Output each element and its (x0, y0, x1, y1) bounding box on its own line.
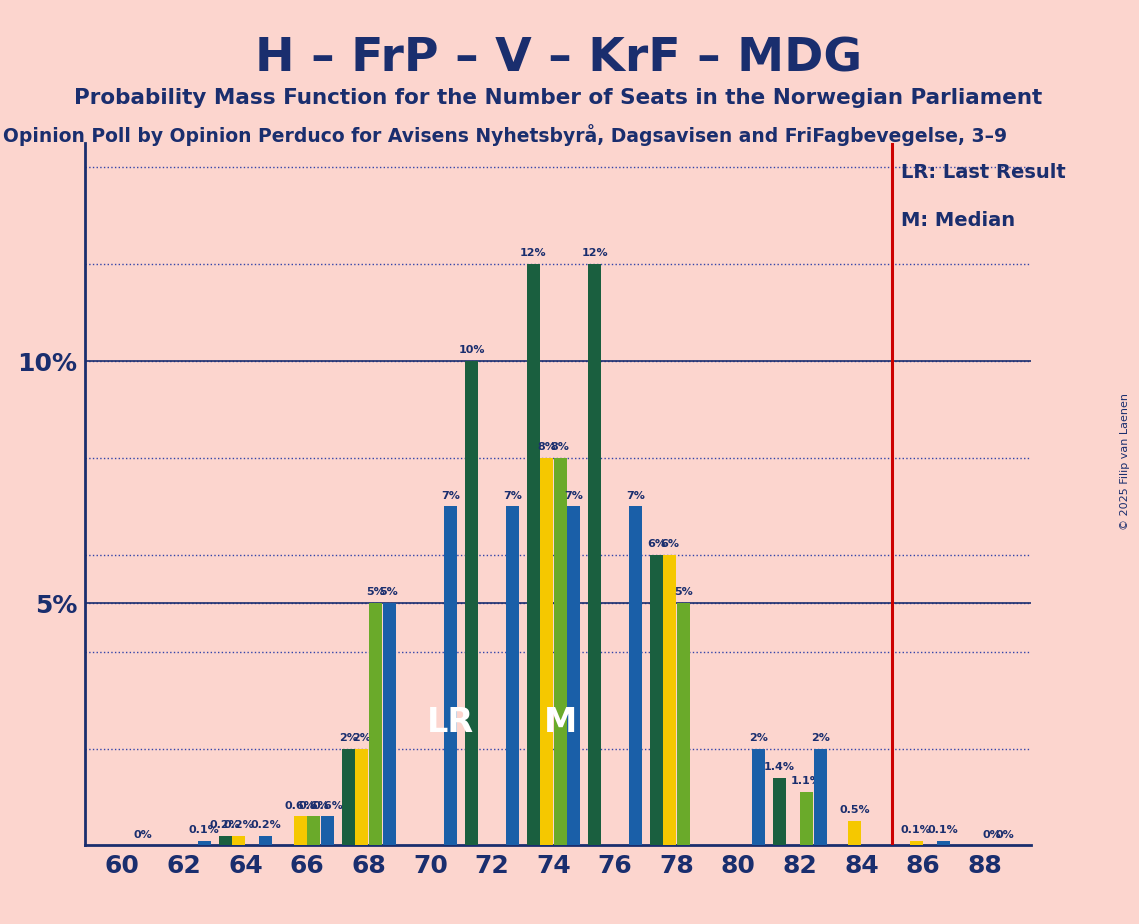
Bar (588, 264, 601, 845)
Text: 0.6%: 0.6% (298, 800, 329, 810)
Text: © 2025 Filip van Laenen: © 2025 Filip van Laenen (1121, 394, 1130, 530)
Text: 2%: 2% (339, 733, 358, 743)
Bar (219, 836, 231, 845)
Bar (937, 841, 950, 845)
Text: 7%: 7% (502, 491, 522, 501)
Text: 0.2%: 0.2% (251, 820, 281, 830)
Text: 0.6%: 0.6% (312, 800, 343, 810)
Text: M: Median: M: Median (901, 211, 1016, 230)
Bar (369, 603, 382, 845)
Bar (773, 778, 786, 845)
Text: 2%: 2% (352, 733, 371, 743)
Text: 12%: 12% (519, 249, 547, 259)
Text: 2%: 2% (811, 733, 829, 743)
Bar (910, 841, 923, 845)
Bar (540, 458, 554, 845)
Text: 0%: 0% (982, 830, 1001, 840)
Bar (526, 264, 540, 845)
Text: Probability Mass Function for the Number of Seats in the Norwegian Parliament: Probability Mass Function for the Number… (74, 88, 1042, 108)
Bar (650, 555, 663, 845)
Text: 2%: 2% (749, 733, 768, 743)
Bar (383, 603, 395, 845)
Text: 6%: 6% (647, 539, 666, 549)
Bar (260, 836, 272, 845)
Text: 0.1%: 0.1% (928, 825, 959, 834)
Text: 7%: 7% (565, 491, 583, 501)
Bar (506, 506, 518, 845)
Text: 5%: 5% (674, 588, 693, 598)
Bar (444, 506, 457, 845)
Text: 0%: 0% (995, 830, 1015, 840)
Bar (308, 817, 320, 845)
Bar (355, 748, 368, 845)
Bar (849, 821, 861, 845)
Bar (342, 748, 355, 845)
Text: 0.1%: 0.1% (189, 825, 220, 834)
Text: 12%: 12% (581, 249, 608, 259)
Text: 0%: 0% (133, 830, 153, 840)
Bar (629, 506, 642, 845)
Text: 0.1%: 0.1% (901, 825, 932, 834)
Bar (232, 836, 245, 845)
Text: 0.6%: 0.6% (285, 800, 316, 810)
Bar (801, 792, 813, 845)
Text: 7%: 7% (441, 491, 460, 501)
Text: 1.1%: 1.1% (792, 776, 822, 786)
Text: 0.5%: 0.5% (839, 806, 870, 816)
Text: LR: LR (427, 706, 474, 739)
Text: LR: Last Result: LR: Last Result (901, 163, 1066, 182)
Text: 10%: 10% (458, 346, 485, 356)
Bar (663, 555, 677, 845)
Text: M: M (543, 706, 576, 739)
Bar (294, 817, 306, 845)
Bar (752, 748, 765, 845)
Bar (813, 748, 827, 845)
Text: 8%: 8% (551, 443, 570, 452)
Bar (321, 817, 334, 845)
Text: 5%: 5% (366, 588, 385, 598)
Text: H – FrP – V – KrF – MDG: H – FrP – V – KrF – MDG (254, 37, 862, 82)
Bar (198, 841, 211, 845)
Text: 0.2%: 0.2% (210, 820, 240, 830)
Text: 5%: 5% (379, 588, 399, 598)
Bar (677, 603, 690, 845)
Bar (465, 361, 478, 845)
Text: 6%: 6% (661, 539, 679, 549)
Text: 8%: 8% (538, 443, 556, 452)
Text: 1.4%: 1.4% (764, 762, 795, 772)
Bar (567, 506, 580, 845)
Text: Opinion Poll by Opinion Perduco for Avisens Nyhetsbyrå, Dagsavisen and FriFagbev: Opinion Poll by Opinion Perduco for Avis… (3, 124, 1008, 146)
Text: 7%: 7% (626, 491, 645, 501)
Bar (554, 458, 567, 845)
Text: 0.2%: 0.2% (223, 820, 254, 830)
